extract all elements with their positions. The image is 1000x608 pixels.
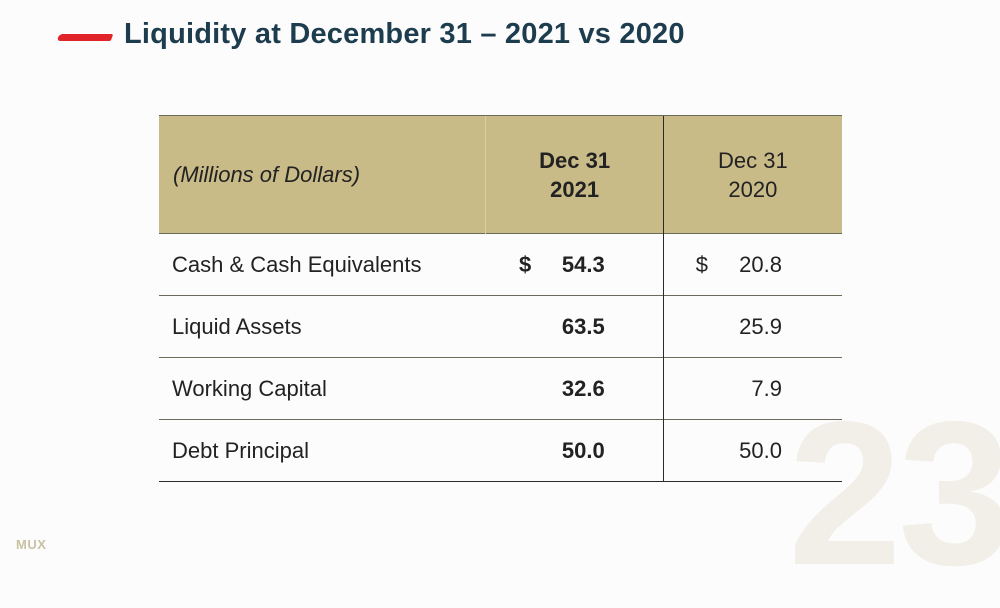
value-2021: 50.0: [485, 419, 664, 482]
value-2020: 7.9: [662, 357, 842, 420]
company-logo: MUX: [16, 537, 47, 552]
value-2021-number: 50.0: [561, 437, 605, 463]
header-2021: Dec 31 2021: [485, 115, 664, 234]
row-label: Cash & Cash Equivalents: [159, 233, 486, 296]
table-row: Liquid Assets 63.5 25.9: [159, 295, 842, 358]
row-label: Liquid Assets: [159, 295, 486, 358]
accent-stroke: [56, 34, 114, 41]
table-row: Debt Principal 50.0 50.0: [159, 419, 842, 482]
slide-title: Liquidity at December 31 – 2021 vs 2020: [124, 18, 685, 50]
header-2020-line2: 2020: [728, 176, 778, 202]
value-2020: $ 20.8: [662, 233, 842, 296]
currency-symbol: $: [695, 251, 708, 277]
table-row: Cash & Cash Equivalents $ 54.3 $ 20.8: [159, 233, 842, 296]
value-2020-number: 20.8: [739, 251, 782, 277]
header-2020-line1: Dec 31: [718, 147, 788, 173]
table-row: Working Capital 32.6 7.9: [159, 357, 842, 420]
currency-symbol: $: [518, 251, 532, 277]
value-2020: 25.9: [662, 295, 842, 358]
value-2021: $ 54.3: [485, 233, 664, 296]
value-2020-number: 50.0: [739, 437, 782, 463]
value-2021: 63.5: [485, 295, 664, 358]
value-2020: 50.0: [662, 419, 842, 482]
value-2021-number: 32.6: [561, 375, 605, 401]
value-2021-number: 63.5: [561, 313, 605, 339]
row-label: Debt Principal: [159, 419, 486, 482]
value-2021-number: 54.3: [561, 251, 605, 277]
header-2021-line2: 2021: [550, 176, 600, 202]
value-2020-number: 7.9: [751, 375, 782, 401]
header-2020: Dec 31 2020: [662, 115, 842, 234]
header-units-label: (Millions of Dollars): [159, 115, 486, 234]
value-2021: 32.6: [485, 357, 664, 420]
table-header-row: (Millions of Dollars) Dec 31 2021 Dec 31…: [159, 115, 842, 234]
row-label: Working Capital: [159, 357, 486, 420]
header-2021-line1: Dec 31: [539, 147, 611, 173]
liquidity-table: (Millions of Dollars) Dec 31 2021 Dec 31…: [159, 115, 842, 482]
value-2020-number: 25.9: [739, 313, 782, 339]
